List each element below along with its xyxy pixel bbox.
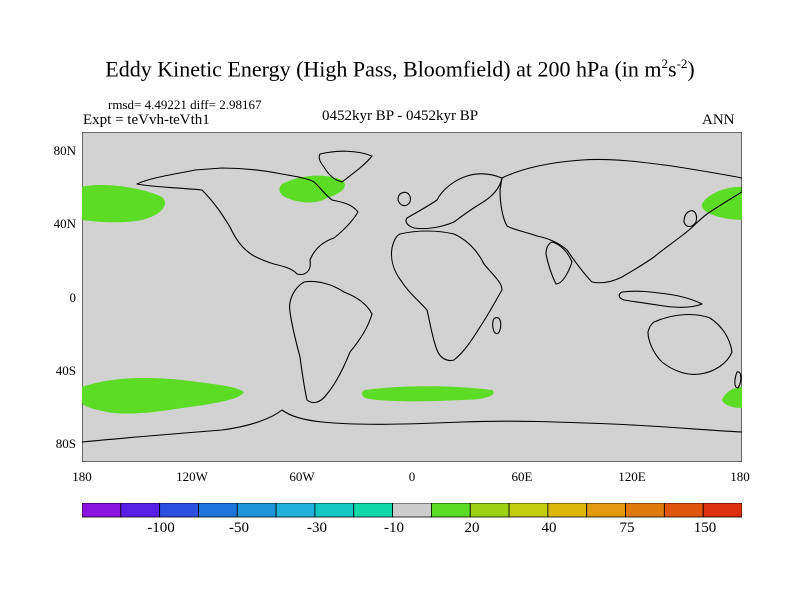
lon-label-180e: 180 [730,469,750,484]
colorbar-label: 20 [464,520,480,536]
anomaly-patches [82,175,742,414]
colorbar-swatch [353,503,393,518]
lat-label-0: 0 [69,290,77,305]
lat-label-80s: 80S [55,436,76,451]
colorbar-label: -100 [147,520,175,536]
lat-label-80n: 80N [53,143,76,158]
lat-label-40s: 40S [55,363,76,378]
experiment-label: Expt = teVvh-teVth1 [83,112,210,128]
lon-label-120w: 120W [176,469,208,484]
coast-new-zealand [734,371,742,389]
period-label: 0452kyr BP - 0452kyr BP [321,108,479,124]
stats-label: rmsd= 4.49221 diff= 2.98167 [108,97,262,112]
patch-north-atlantic [279,175,345,203]
colorbar-swatch [663,503,704,518]
coast-europe [405,173,503,230]
coast-north-america [136,167,359,276]
coast-british-isles [397,191,411,207]
patch-north-pacific-west [82,185,166,223]
colorbar-label: 150 [693,520,717,536]
colorbar-swatch [236,503,277,518]
colorbar-swatch [120,503,161,518]
colorbar-swatch [702,503,742,518]
colorbar-swatch [547,503,588,518]
colorbar-swatch [431,503,471,518]
lon-label-60w: 60W [289,469,315,484]
colorbar-label: -30 [307,520,327,536]
colorbar-swatch [508,503,549,518]
colorbar-swatch [275,503,316,518]
lon-label-120e: 120E [618,469,646,484]
colorbar-swatch [586,503,626,518]
map-panel [82,132,742,462]
coastlines [82,150,742,443]
colorbar-label: 40 [541,520,557,536]
map-background [82,132,742,462]
colorbar-swatch [82,503,122,518]
patch-south-australia [722,387,742,408]
colorbar [82,503,742,518]
coast-africa [390,230,503,362]
lat-label-40n: 40N [53,216,76,231]
colorbar-label: -50 [229,520,249,536]
coast-greenland [318,150,373,183]
colorbar-swatch [625,503,665,518]
colorbar-label: 75 [619,520,635,536]
coast-antarctica [82,409,742,443]
patch-south-pacific [82,378,244,414]
colorbar-swatch [314,503,355,518]
patch-north-pacific-east [701,186,742,220]
lon-label-60e: 60E [511,469,533,484]
coast-south-america [289,280,373,404]
coast-india [545,241,573,285]
plot-title: Eddy Kinetic Energy (High Pass, Bloomfie… [105,56,695,82]
lon-label-180w: 180 [72,469,92,484]
colorbar-swatch [392,503,432,518]
lon-label-0: 0 [408,469,416,484]
colorbar-label: -10 [384,520,404,536]
colorbar-swatch [159,503,199,518]
coast-asia [499,158,742,284]
season-label: ANN [702,112,735,128]
colorbar-swatch [469,503,510,518]
coast-indonesia [618,290,703,308]
coast-madagascar [492,317,502,335]
colorbar-swatch [198,503,238,518]
patch-south-atlantic-indian [362,386,494,402]
coast-japan [683,210,698,228]
coast-australia [647,313,733,375]
